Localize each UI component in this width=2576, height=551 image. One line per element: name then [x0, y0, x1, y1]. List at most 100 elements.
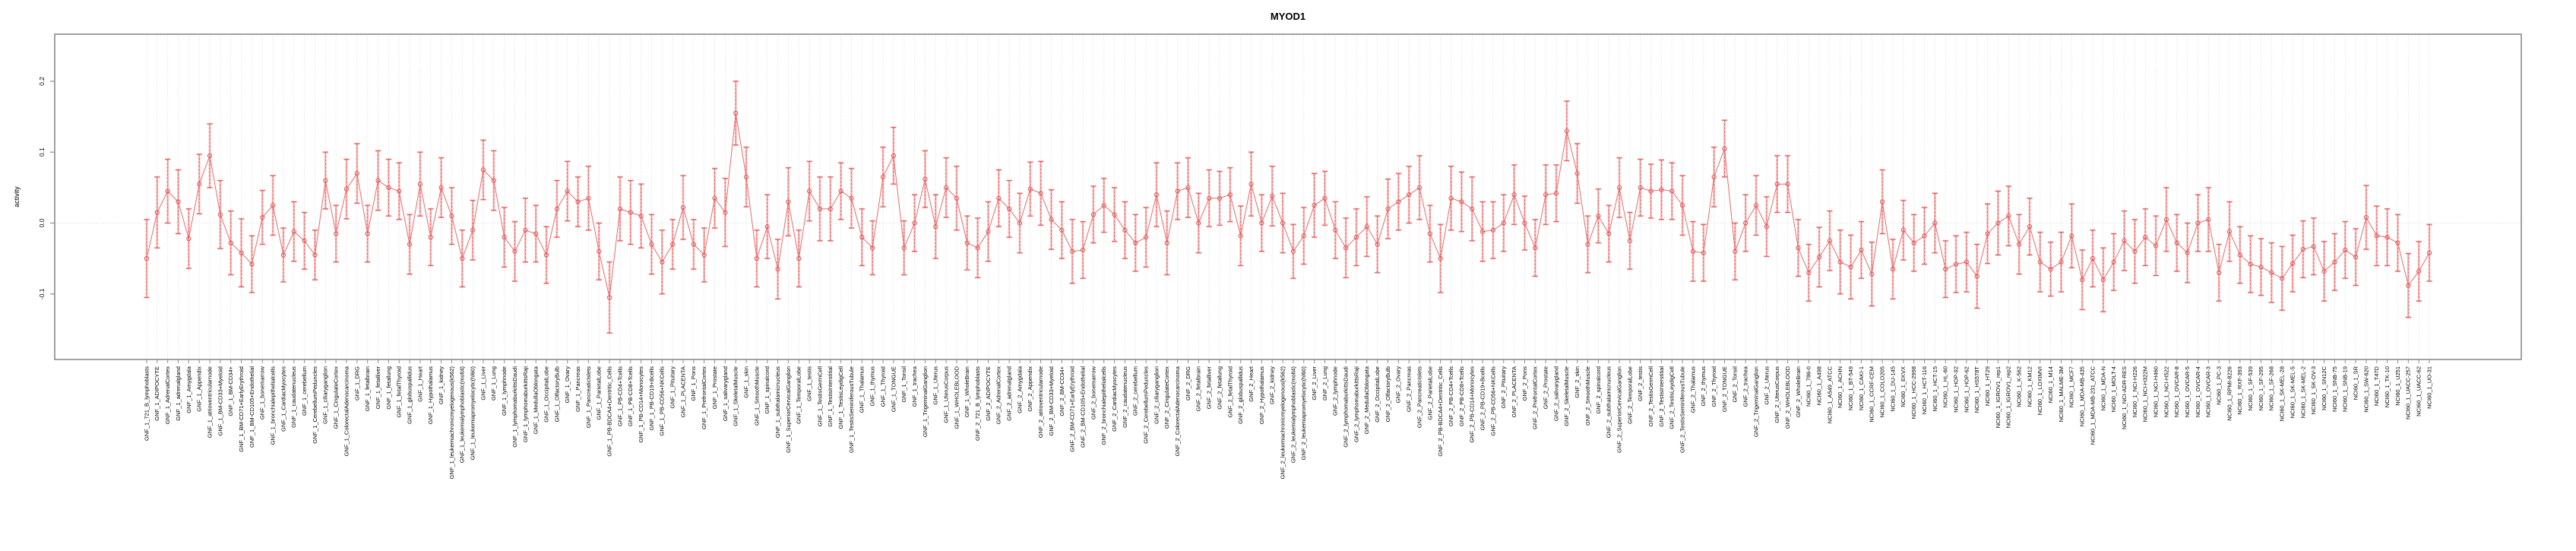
data-point [154, 210, 160, 215]
data-point [470, 227, 476, 233]
x-tick-label: GNF_2_BM-CD71+EarlyErythroid [1069, 366, 1076, 452]
x-tick-label: GNF_1_Heart [416, 366, 423, 402]
data-point [565, 188, 570, 194]
x-tick-label: NCI60_1_K-562 [2016, 366, 2023, 407]
x-tick-label: NCI60_1_OVCAR-5 [2184, 366, 2191, 417]
data-point [1343, 245, 1349, 251]
data-point [922, 176, 928, 182]
x-tick-label: NCI60_1_MDA-N [2100, 366, 2106, 410]
x-tick-label: GNF_1_MedullaOblongata [533, 366, 540, 434]
data-point [754, 255, 760, 261]
x-tick-label: NCI60_1_NCI-H522 [2163, 366, 2169, 417]
x-tick-label: GNF_1_PB-BDCA4+Dentritic_Cells [606, 366, 613, 457]
x-tick-label: NCI60_1_HOP-92 [1952, 366, 1959, 413]
x-tick-label: NCI60_1_RXF-393 [2236, 366, 2243, 415]
x-tick-label: GNF_1_CingulateCortex [333, 366, 340, 429]
x-tick-label: NCI60_1_A498 [1815, 366, 1822, 405]
x-tick-label: GNF_1_Appendix [196, 366, 203, 412]
x-tick-label: GNF_2_TestisInterstitial [1658, 366, 1665, 427]
x-tick-label: GNF_1_TrigeminalGanglion [922, 366, 929, 437]
data-point [1133, 240, 1138, 245]
x-tick-label: GNF_1_Pituitary [669, 366, 676, 409]
x-tick-label: GNF_1_AdrenalCortex [164, 366, 171, 425]
x-tick-label: NCI60_1_MALME-3M [2058, 366, 2065, 422]
data-point [502, 235, 507, 240]
x-tick-label: NCI60_1_HCC-2998 [1910, 366, 1917, 419]
data-point [880, 174, 886, 179]
x-tick-label: GNF_2_Thalamus [1689, 366, 1696, 413]
data-point [1869, 271, 1875, 277]
x-tick-label: NCI60_1_M14 [2047, 366, 2054, 403]
x-tick-label: GNF_2_TestisGermCell [1647, 366, 1654, 427]
x-tick-label: NCI60_1_HL-60 [1942, 366, 1949, 407]
data-point [691, 242, 696, 247]
data-point [1385, 206, 1391, 211]
data-point [975, 245, 980, 251]
x-tick-label: GNF_1_thymus [869, 366, 876, 407]
data-point [996, 195, 1002, 201]
x-tick-label: GNF_2_MedullaOblongata [1363, 366, 1370, 434]
x-tick-label: GNF_1_lymphomaburkittsDaudi [511, 366, 518, 448]
data-point [407, 242, 413, 247]
x-tick-label: GNF_2_Uterus [1763, 366, 1770, 405]
data-point [2258, 264, 2264, 270]
data-point [1175, 188, 1180, 194]
data-point [1879, 199, 1885, 204]
x-tick-label: GNF_1_trachea [911, 366, 918, 407]
x-tick-label: GNF_1_Lung [490, 366, 497, 401]
x-tick-label: NCI60_1_OVCAR-4 [2195, 366, 2201, 417]
x-tick-label: GNF_2_CardiacMyocytes [1111, 366, 1118, 432]
data-point [239, 250, 244, 255]
x-tick-label: GNF_2_TONGUE [1721, 366, 1728, 412]
x-tick-label: GNF_2_Appendix [1027, 366, 1033, 412]
data-point [891, 153, 897, 159]
data-point [649, 242, 654, 247]
x-tick-label: GNF_1_Prostate [711, 366, 718, 409]
data-point [428, 235, 433, 240]
x-tick-label: NCI60_1_A549_ATCC [1826, 366, 1833, 423]
data-point [1143, 235, 1149, 240]
x-tick-label: GNF_1_PB-CD4+Tcells [616, 366, 623, 426]
x-tick-label: GNF_2_kidney [1269, 366, 1276, 404]
data-point [1290, 249, 1296, 254]
x-tick-label: NCI60_1_SW-620 [2362, 366, 2369, 413]
error-bar-series [144, 80, 2432, 334]
y-tick-label: 0.0 [38, 218, 46, 227]
data-point [743, 174, 749, 179]
data-point [1416, 185, 1422, 190]
data-point [2037, 259, 2043, 264]
series-line [146, 112, 2430, 298]
x-tick-label: GNF_1_atrioventricularnode [206, 366, 213, 438]
x-tick-label: GNF_1_SkeletalMuscle [733, 366, 739, 426]
data-point [1900, 227, 1906, 233]
x-tick-label: GNF_2_PB-CD14+Monocytes [1469, 366, 1476, 443]
x-tick-label: NCI60_1_SN12C [2321, 366, 2328, 410]
x-tick-label: GNF_1_fetalThyroid [396, 366, 403, 418]
x-tick-label: NCI60_1_UACC-62 [2416, 366, 2423, 416]
x-tick-label: NCI60_1_BT-549 [1847, 366, 1854, 410]
x-tick-label: GNF_2_lymphnode [1332, 366, 1339, 416]
y-tick-label: -0.1 [38, 288, 46, 299]
data-point [291, 229, 296, 234]
data-point [354, 171, 360, 176]
data-point [1585, 242, 1590, 247]
x-tick-label: NCI60_1_NCI-H322M [2142, 366, 2149, 422]
data-point [1459, 199, 1464, 204]
x-tick-label: GNF_2_TestisSeminiferousTubule [1679, 366, 1686, 453]
data-point [207, 153, 213, 159]
x-tick-label: GNF_1_testis [806, 366, 813, 401]
data-point [2163, 217, 2169, 222]
data-point [1248, 182, 1254, 187]
data-point [2269, 270, 2274, 275]
axes [50, 33, 2522, 363]
data-point [2206, 217, 2211, 222]
x-tick-label: GNF_2_BM-CD33+Myeloid [1048, 366, 1055, 436]
x-tick-label: GNF_1_ADIPOCYTE [153, 366, 160, 421]
data-point [723, 210, 728, 215]
x-tick-label: GNF_2_Pancreas [1406, 366, 1413, 412]
data-point [2132, 249, 2138, 254]
data-point [2300, 246, 2306, 252]
data-point [1017, 220, 1023, 226]
x-tick-label: NCI60_1_MDA-MB-435 [2079, 366, 2086, 426]
